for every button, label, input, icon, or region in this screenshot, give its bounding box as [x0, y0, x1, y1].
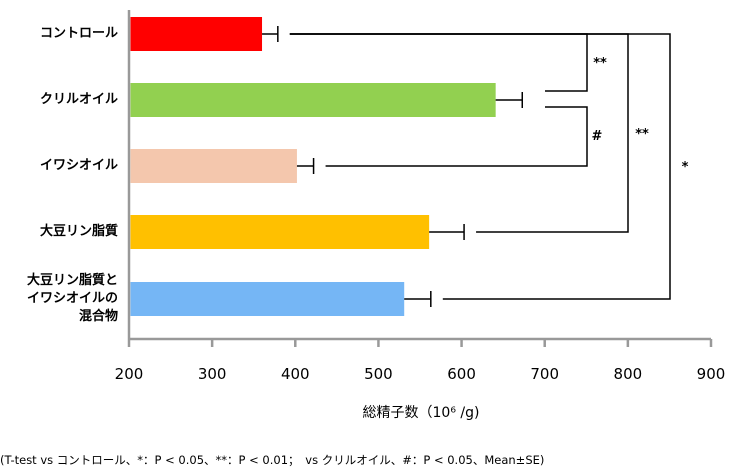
- x-tick-label: 800: [614, 365, 643, 383]
- category-label: イワシオイル: [39, 158, 118, 173]
- bar: [130, 215, 430, 249]
- x-tick-label: 200: [115, 365, 144, 383]
- significance-bracket: [289, 33, 588, 92]
- significance-bracket: [289, 33, 671, 300]
- category-label: 大豆リン脂質: [39, 224, 118, 239]
- category-label: クリルオイル: [39, 92, 118, 107]
- bar: [130, 83, 496, 117]
- category-label: 大豆リン脂質と イワシオイルの 混合物: [26, 273, 118, 324]
- significance-label: *: [682, 160, 689, 175]
- bar: [130, 17, 263, 51]
- significance-label: **: [635, 127, 649, 142]
- significance-label: #: [592, 129, 603, 144]
- footnote: (T-test vs コントロール、*：P < 0.05、**：P < 0.01…: [0, 453, 545, 467]
- x-tick-label: 900: [697, 365, 726, 383]
- category-label: コントロール: [39, 26, 118, 41]
- x-tick-label: 500: [364, 365, 393, 383]
- x-tick-label: 400: [281, 365, 310, 383]
- significance-bracket: [325, 106, 588, 167]
- x-axis-label: 総精子数（10⁶ /g): [362, 405, 480, 421]
- x-tick-label: 300: [198, 365, 227, 383]
- significance-bracket: [289, 33, 629, 233]
- bar: [130, 282, 405, 316]
- bar: [130, 149, 297, 183]
- significance-label: **: [593, 56, 607, 71]
- x-tick-label: 700: [530, 365, 559, 383]
- x-tick-label: 600: [447, 365, 476, 383]
